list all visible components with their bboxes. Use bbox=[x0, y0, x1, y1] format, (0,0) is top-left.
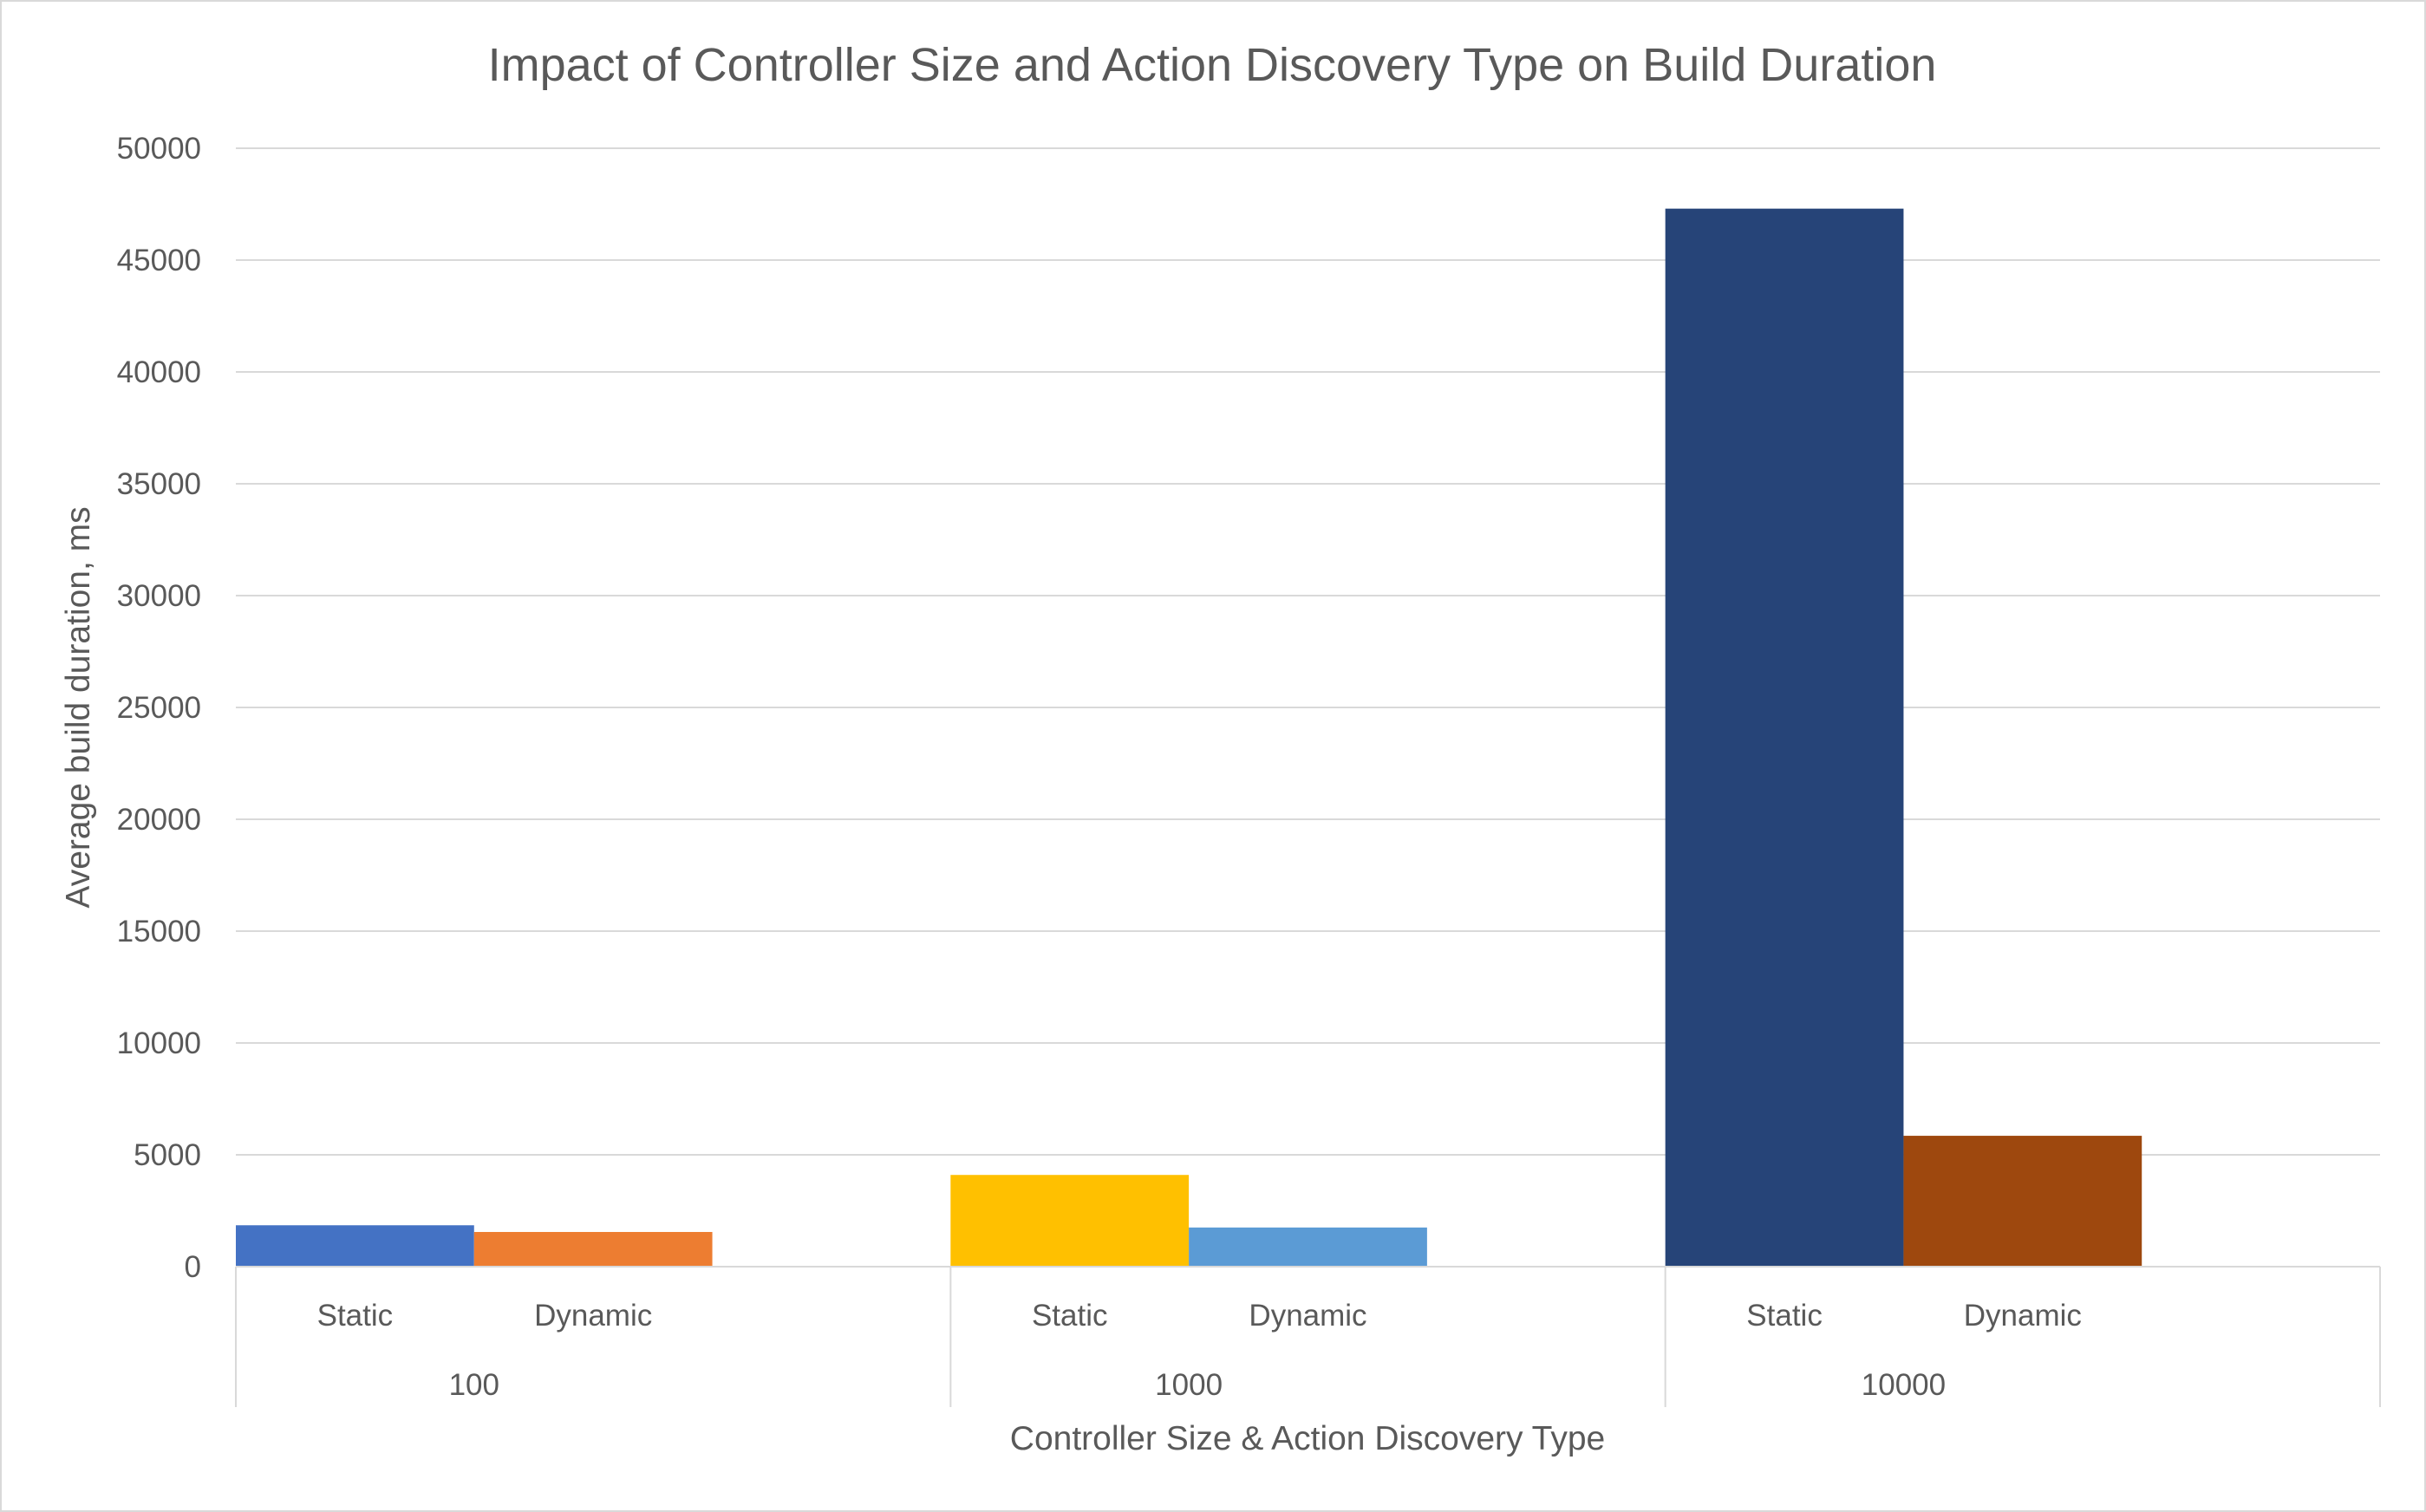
bar-1000-dynamic bbox=[1189, 1227, 1427, 1267]
x-group-label: 10000 bbox=[1862, 1368, 1946, 1402]
x-tick-label: Dynamic bbox=[1964, 1299, 2082, 1333]
x-group-label: 100 bbox=[449, 1368, 499, 1402]
x-tick-label: Dynamic bbox=[534, 1299, 652, 1333]
y-tick-label: 20000 bbox=[117, 803, 201, 837]
y-axis-title: Average build duration, ms bbox=[60, 506, 97, 908]
y-tick-label: 30000 bbox=[117, 579, 201, 613]
bar-1000-static bbox=[950, 1175, 1190, 1267]
x-tick-label: Static bbox=[1032, 1299, 1108, 1333]
y-tick-label: 25000 bbox=[117, 691, 201, 725]
x-group-label: 1000 bbox=[1155, 1368, 1223, 1402]
bar-10000-dynamic bbox=[1903, 1136, 2142, 1267]
y-axis-ticks: 0 5000 10000 15000 20000 25000 30000 35000 40000… bbox=[117, 132, 201, 1284]
x-tick-label: Static bbox=[317, 1299, 394, 1333]
x-axis: Static Dynamic 100 Static Dynamic 1000 Static D… bbox=[235, 1266, 2381, 1407]
x-axis-title: Controller Size & Action Discovery Type bbox=[1010, 1420, 1605, 1457]
y-tick-label: 35000 bbox=[117, 467, 201, 501]
y-tick-label: 5000 bbox=[134, 1138, 201, 1172]
x-tick-label: Static bbox=[1746, 1299, 1823, 1333]
y-tick-label: 45000 bbox=[117, 244, 201, 277]
gridlines bbox=[236, 147, 2380, 1156]
y-tick-label: 50000 bbox=[117, 132, 201, 166]
bar-100-dynamic bbox=[473, 1232, 713, 1267]
y-tick-label: 10000 bbox=[117, 1026, 201, 1060]
y-tick-label: 15000 bbox=[117, 915, 201, 948]
y-tick-label: 40000 bbox=[117, 355, 201, 389]
bars bbox=[236, 208, 2142, 1267]
bar-10000-static bbox=[1665, 208, 1904, 1267]
x-tick-label: Dynamic bbox=[1249, 1299, 1366, 1333]
bar-100-static bbox=[236, 1225, 474, 1267]
y-tick-label: 0 bbox=[185, 1250, 201, 1284]
chart-title: Impact of Controller Size and Action Dis… bbox=[488, 39, 1937, 91]
